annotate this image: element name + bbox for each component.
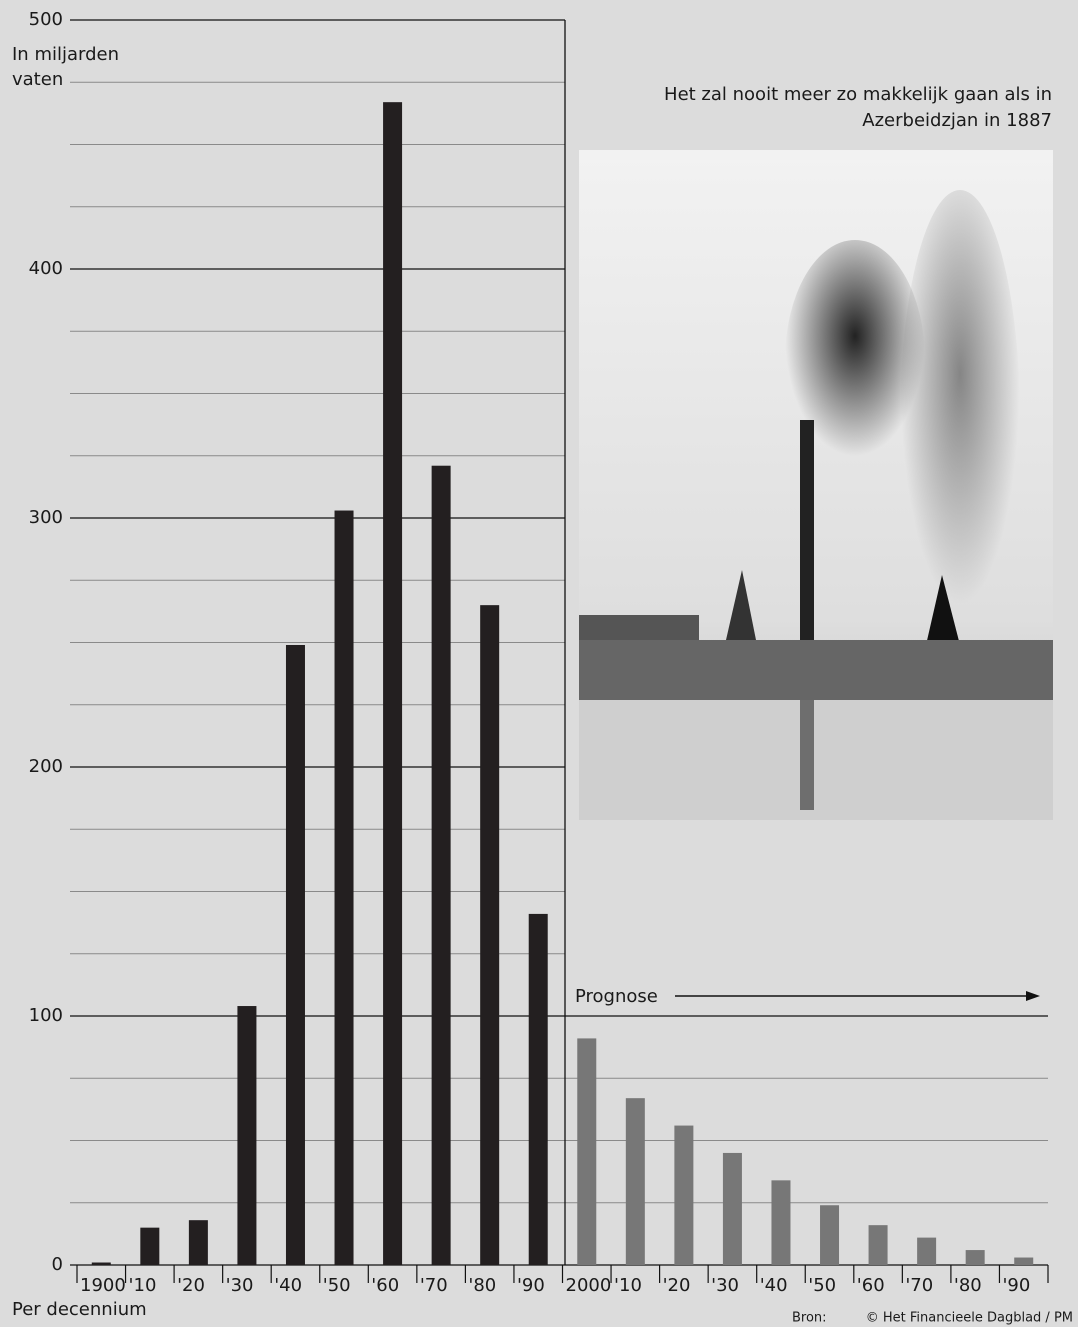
bar: [285, 644, 305, 1265]
bar: [722, 1152, 742, 1265]
x-tick-label: '70: [905, 1275, 933, 1296]
source: © Het Financieele Dagblad / PM: [866, 1311, 1073, 1326]
x-tick-label: 2000: [566, 1275, 612, 1296]
bar: [480, 605, 500, 1265]
x-tick-label: '70: [420, 1275, 448, 1296]
x-axis-label: Per decennium: [12, 1299, 147, 1320]
bar: [965, 1250, 985, 1265]
x-tick-label: '50: [323, 1275, 351, 1296]
x-tick-label: '80: [468, 1275, 496, 1296]
photo-caption: Azerbeidzjan in 1887: [862, 110, 1052, 131]
bar: [917, 1237, 937, 1265]
x-tick-label: 1900: [80, 1275, 126, 1296]
arrow-head: [1026, 991, 1040, 1001]
y-tick-label: 200: [29, 756, 63, 777]
bar: [577, 1038, 597, 1265]
y-tick-label: 100: [29, 1005, 63, 1026]
x-tick-label: '10: [129, 1275, 157, 1296]
y-tick-label: 0: [52, 1254, 63, 1275]
bar: [771, 1180, 791, 1265]
bar: [188, 1220, 208, 1265]
x-tick-label: '90: [1002, 1275, 1030, 1296]
x-tick-label: '60: [857, 1275, 885, 1296]
y-axis-label: In miljarden: [12, 44, 119, 65]
bar: [140, 1227, 160, 1265]
source-label: Bron:: [792, 1311, 827, 1326]
bar: [868, 1225, 888, 1265]
bar: [334, 510, 354, 1265]
x-tick-label: '10: [614, 1275, 642, 1296]
x-tick-label: '20: [177, 1275, 205, 1296]
x-tick-label: '40: [274, 1275, 302, 1296]
photo-caption: Het zal nooit meer zo makkelijk gaan als…: [664, 84, 1052, 105]
bar: [237, 1006, 257, 1265]
bar: [820, 1205, 840, 1265]
x-tick-label: '80: [954, 1275, 982, 1296]
x-tick-label: '90: [517, 1275, 545, 1296]
x-tick-label: '40: [760, 1275, 788, 1296]
y-tick-label: 500: [29, 9, 63, 30]
y-axis-label: vaten: [12, 69, 63, 90]
bar: [1014, 1257, 1034, 1265]
bar: [91, 1262, 111, 1265]
bar: [383, 102, 403, 1265]
x-tick-label: '20: [663, 1275, 691, 1296]
x-tick-label: '50: [808, 1275, 836, 1296]
bar: [625, 1098, 645, 1265]
bar: [674, 1125, 694, 1265]
x-tick-label: '60: [371, 1275, 399, 1296]
bar: [431, 465, 451, 1266]
photo: [579, 150, 1053, 820]
annotation: Prognose: [575, 986, 658, 1007]
y-tick-label: 300: [29, 507, 63, 528]
x-tick-label: '30: [226, 1275, 254, 1296]
y-tick-label: 400: [29, 258, 63, 279]
bar: [528, 913, 548, 1265]
x-tick-label: '30: [711, 1275, 739, 1296]
